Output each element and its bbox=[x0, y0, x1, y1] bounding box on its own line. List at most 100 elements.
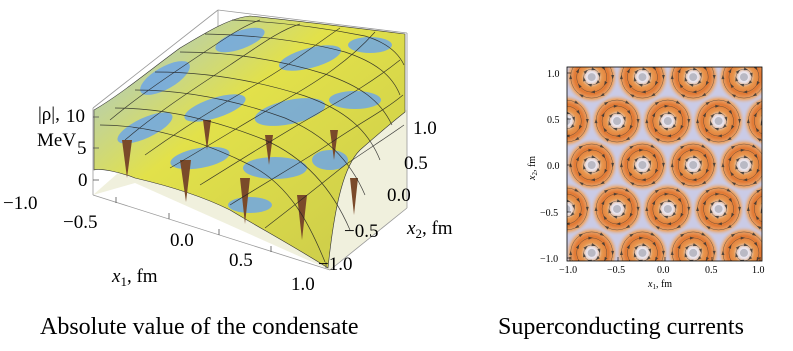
vortex-core bbox=[567, 205, 571, 213]
current-arrow bbox=[680, 212, 684, 218]
current-arrow bbox=[712, 162, 716, 168]
current-arrow bbox=[600, 92, 605, 97]
current-arrow bbox=[710, 33, 713, 38]
current-arrow bbox=[779, 198, 783, 202]
current-arrow bbox=[735, 164, 739, 170]
current-arrow bbox=[697, 80, 702, 85]
y-tick-label: 1.0 bbox=[547, 69, 560, 80]
current-arrow bbox=[636, 206, 640, 212]
current-arrow bbox=[727, 13, 732, 17]
surface-ticks bbox=[93, 116, 327, 268]
current-arrow bbox=[572, 292, 575, 297]
current-arrow bbox=[609, 290, 613, 294]
current-arrow bbox=[728, 156, 732, 162]
current-arrow bbox=[558, 202, 562, 206]
vortex-core bbox=[638, 73, 647, 82]
current-arrow bbox=[611, 250, 615, 256]
vortex-ring bbox=[539, 6, 593, 60]
current-streamline bbox=[787, 157, 793, 173]
current-arrow bbox=[766, 193, 770, 196]
current-arrow bbox=[696, 206, 700, 212]
current-arrow bbox=[626, 156, 630, 162]
current-arrow bbox=[553, 128, 557, 132]
current-streamline bbox=[754, 282, 784, 312]
current-arrow bbox=[565, 310, 569, 313]
current-arrow bbox=[712, 250, 716, 256]
current-arrow bbox=[591, 266, 595, 269]
current-arrow bbox=[676, 136, 681, 141]
current-arrow bbox=[670, 162, 674, 168]
current-arrow bbox=[562, 304, 567, 307]
current-arrow bbox=[753, 200, 757, 206]
vortex-core bbox=[638, 248, 647, 257]
current-arrow bbox=[768, 134, 772, 137]
current-arrow bbox=[756, 81, 760, 86]
current-arrow bbox=[667, 111, 673, 115]
current-arrow bbox=[645, 295, 648, 299]
current-arrow bbox=[690, 61, 694, 64]
current-arrow bbox=[782, 301, 785, 306]
current-arrow bbox=[558, 297, 561, 302]
current-arrow bbox=[724, 204, 728, 210]
current-arrow bbox=[729, 22, 733, 26]
current-arrow bbox=[756, 14, 761, 17]
current-arrow bbox=[715, 192, 720, 196]
current-arrow bbox=[706, 225, 711, 230]
current-streamline bbox=[698, 12, 740, 54]
current-arrow bbox=[528, 58, 533, 61]
current-arrow bbox=[650, 144, 655, 148]
current-arrow bbox=[630, 270, 635, 274]
current-arrow bbox=[697, 256, 702, 261]
current-arrow bbox=[612, 127, 618, 131]
current-arrow bbox=[680, 37, 683, 42]
current-streamline bbox=[754, 18, 784, 48]
vortex-ring bbox=[716, 67, 762, 105]
current-arrow bbox=[723, 300, 727, 304]
current-arrow bbox=[746, 206, 750, 212]
current-arrow bbox=[715, 17, 719, 20]
vortex-ring bbox=[742, 6, 793, 60]
current-arrow bbox=[591, 67, 596, 71]
current-arrow bbox=[705, 256, 709, 261]
vortex-core bbox=[664, 29, 672, 37]
current-arrow bbox=[641, 90, 646, 94]
current-arrow bbox=[652, 67, 657, 71]
current-arrow bbox=[701, 144, 706, 148]
current-arrow bbox=[601, 153, 606, 159]
vortex-ring bbox=[567, 94, 594, 149]
current-arrow bbox=[591, 155, 596, 159]
z-axis-label-line1: |ρ|, bbox=[38, 104, 60, 125]
current-arrow bbox=[714, 215, 719, 219]
current-arrow bbox=[710, 201, 715, 206]
current-arrow bbox=[553, 14, 558, 17]
current-arrow bbox=[723, 36, 727, 40]
current-arrow bbox=[728, 197, 733, 203]
current-arrow bbox=[579, 182, 584, 186]
current-arrow bbox=[782, 125, 785, 130]
vortex-core bbox=[537, 73, 545, 81]
current-streamline bbox=[647, 12, 689, 54]
current-arrow bbox=[672, 36, 676, 40]
current-arrow bbox=[613, 192, 619, 196]
current-arrow bbox=[654, 168, 659, 174]
current-arrow bbox=[601, 67, 606, 71]
current-streamline bbox=[748, 276, 790, 318]
current-arrow bbox=[731, 270, 736, 274]
current-streamline bbox=[787, 245, 793, 261]
current-arrow bbox=[591, 243, 596, 247]
current-arrow bbox=[714, 40, 719, 43]
current-arrow bbox=[679, 83, 684, 89]
current-arrow bbox=[574, 224, 580, 229]
current-arrow bbox=[576, 109, 580, 115]
current-arrow bbox=[574, 136, 580, 141]
current-arrow bbox=[756, 168, 760, 174]
current-arrow bbox=[698, 160, 702, 166]
current-arrow bbox=[613, 304, 618, 307]
current-arrow bbox=[654, 215, 658, 221]
vortex-core bbox=[664, 293, 672, 301]
current-arrow bbox=[756, 189, 761, 194]
vortex-core bbox=[587, 248, 596, 257]
current-arrow bbox=[627, 22, 631, 26]
current-arrow bbox=[646, 168, 651, 173]
current-arrow bbox=[560, 163, 563, 167]
